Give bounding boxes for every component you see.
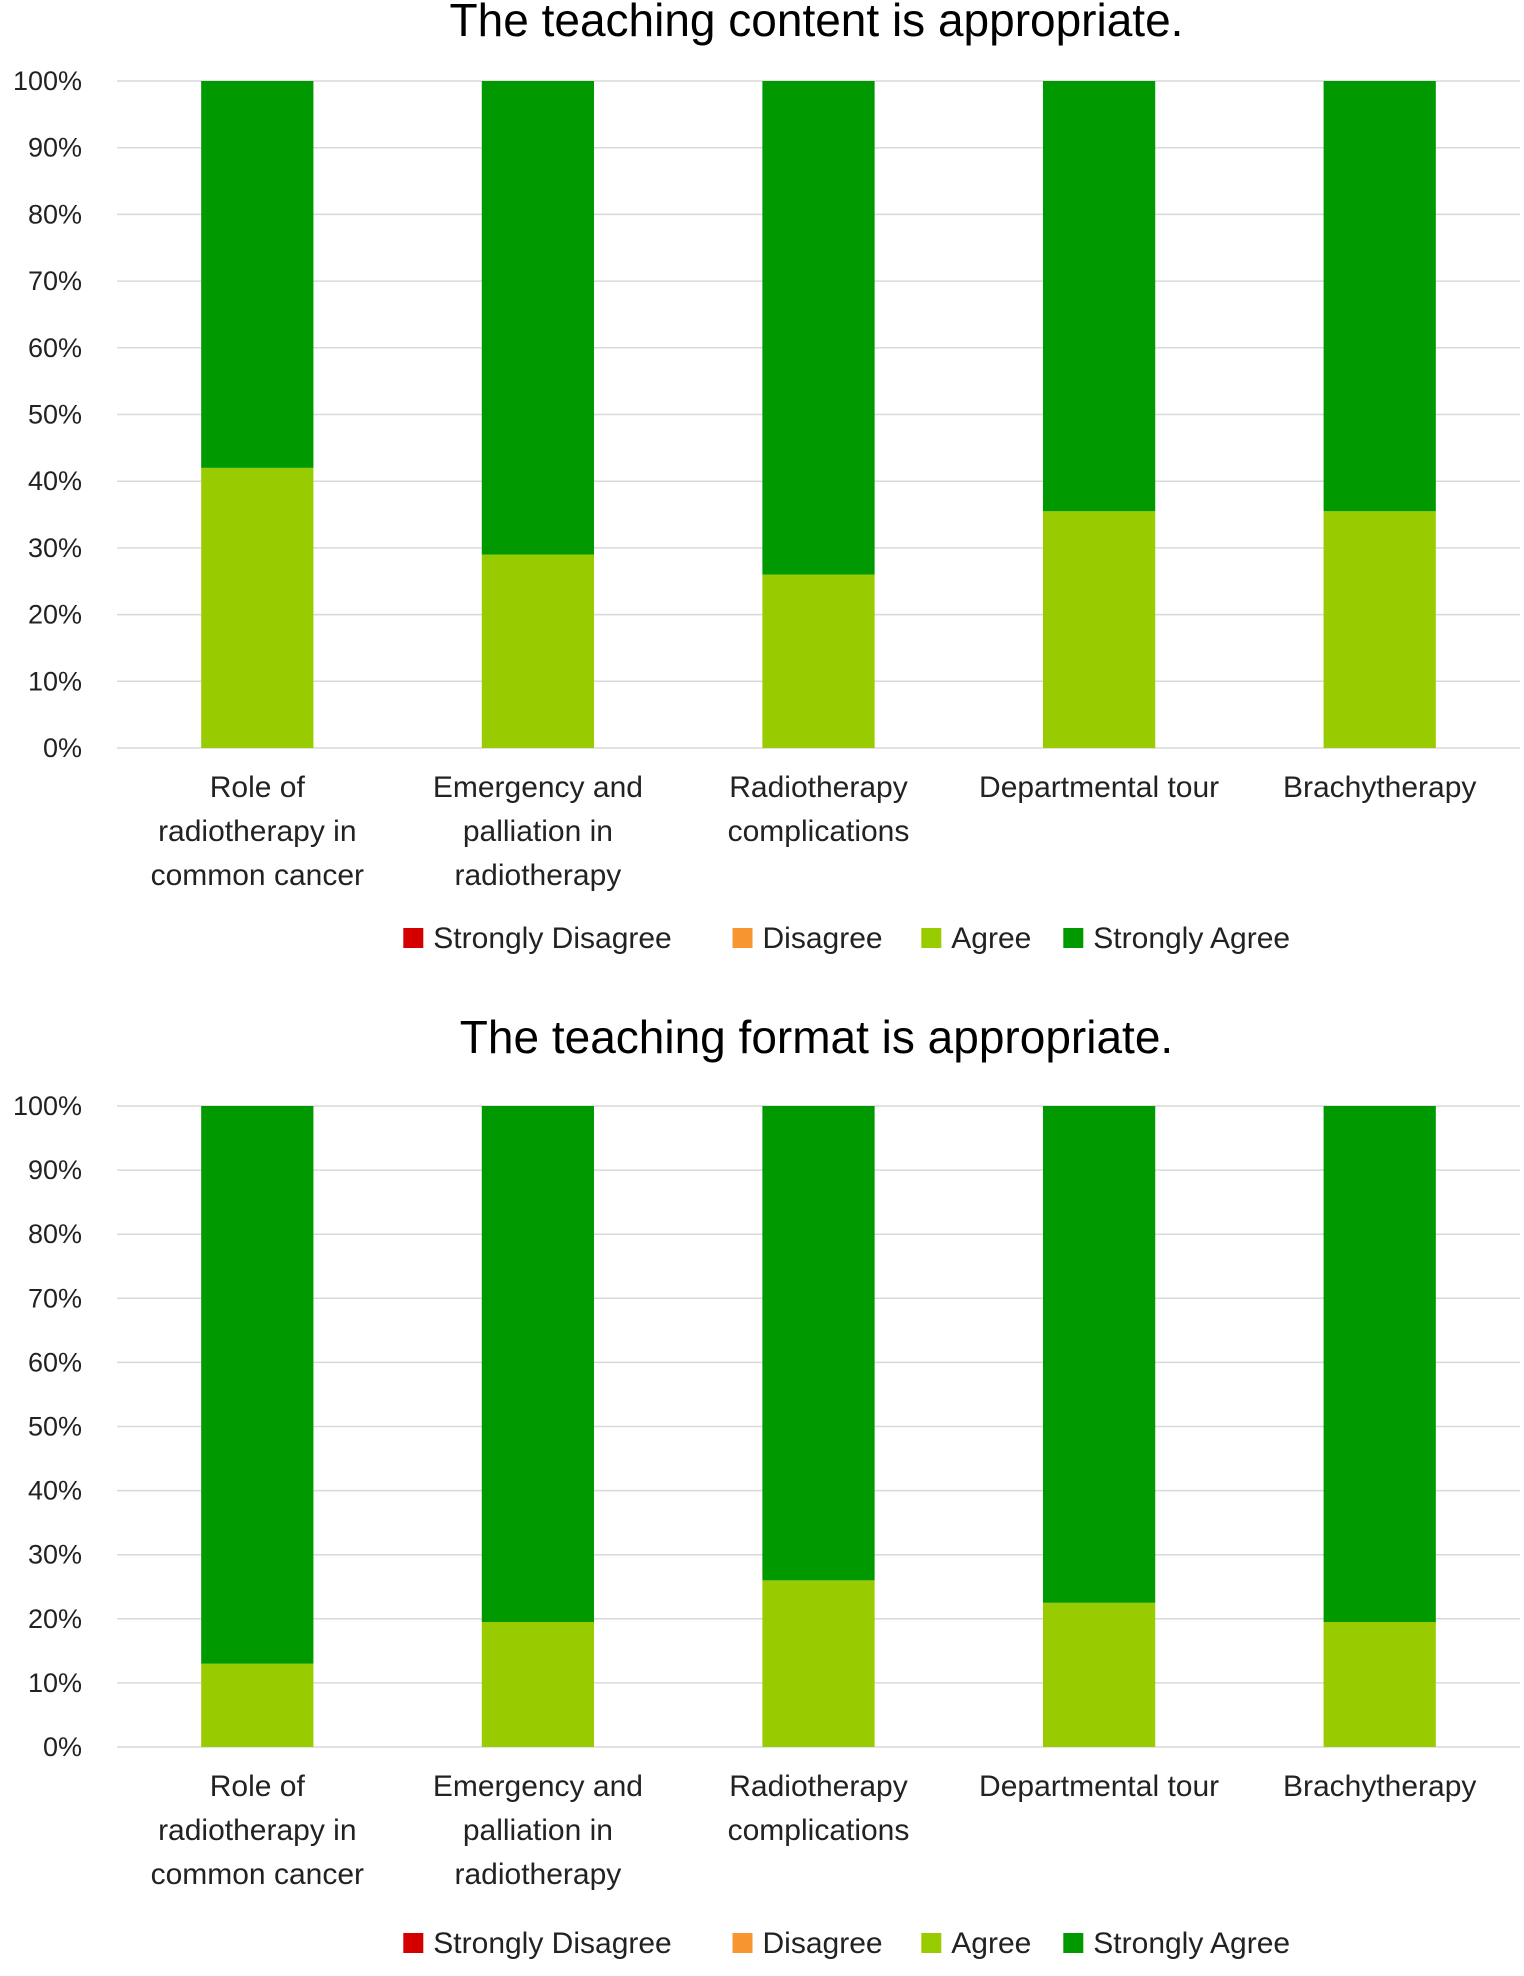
bar-agree bbox=[1323, 511, 1436, 748]
y-tick-label: 10% bbox=[28, 666, 82, 696]
legend-label: Disagree bbox=[763, 1927, 883, 1960]
legend-swatch bbox=[403, 1933, 424, 1953]
legend-label: Agree bbox=[951, 922, 1031, 955]
x-category-label: Radiotherapy bbox=[729, 1770, 907, 1803]
bar-agree bbox=[201, 467, 314, 748]
legend-item-strongly-agree: Strongly Agree bbox=[1063, 1927, 1290, 1960]
y-tick-label: 80% bbox=[28, 1219, 82, 1249]
x-category-label: Role of bbox=[210, 771, 306, 804]
x-category-label: radiotherapy bbox=[455, 1858, 622, 1891]
y-tick-label: 30% bbox=[28, 533, 82, 563]
x-category-label: Brachytherapy bbox=[1283, 771, 1476, 804]
bar-strongly-agree bbox=[1323, 1106, 1436, 1623]
y-tick-label: 20% bbox=[28, 1604, 82, 1634]
x-category-label: Role of bbox=[210, 1770, 306, 1803]
legend-label: Strongly Disagree bbox=[433, 1927, 671, 1960]
y-tick-label: 60% bbox=[28, 1347, 82, 1377]
bar-agree bbox=[1042, 511, 1156, 748]
y-tick-label: 100% bbox=[13, 66, 82, 96]
bar-strongly-agree bbox=[1042, 81, 1156, 512]
bar-strongly-agree bbox=[762, 81, 875, 575]
legend-swatch bbox=[921, 1933, 942, 1953]
x-category-label: radiotherapy in bbox=[158, 815, 356, 848]
y-tick-label: 0% bbox=[43, 1732, 82, 1762]
x-category-label: Radiotherapy bbox=[729, 771, 907, 804]
chart-teaching-content: The teaching content is appropriate. 0% 10… bbox=[0, 0, 1524, 985]
legend-label: Strongly Agree bbox=[1093, 922, 1290, 955]
legend-label: Strongly Agree bbox=[1093, 1927, 1290, 1960]
x-category-label: radiotherapy bbox=[455, 859, 622, 892]
legend-item-agree: Agree bbox=[921, 1927, 1031, 1960]
x-category-label: Departmental tour bbox=[979, 1770, 1219, 1803]
y-tick-label: 90% bbox=[28, 1155, 82, 1185]
bar-agree bbox=[481, 1622, 595, 1747]
y-tick-label: 30% bbox=[28, 1540, 82, 1570]
y-tick-label: 40% bbox=[28, 466, 82, 496]
chart-teaching-format: The teaching format is appropriate. 0% 10%… bbox=[0, 1000, 1524, 1971]
x-category-label: palliation in bbox=[463, 1814, 613, 1847]
chart-teaching-content-svg: The teaching content is appropriate. 0% 10… bbox=[13, 0, 1520, 955]
bar-strongly-agree bbox=[201, 1106, 314, 1664]
chart-title: The teaching content is appropriate. bbox=[450, 0, 1184, 46]
legend-label: Strongly Disagree bbox=[433, 922, 671, 955]
bar-strongly-agree bbox=[481, 1106, 595, 1623]
legend-swatch bbox=[1063, 1933, 1084, 1953]
y-tick-label: 20% bbox=[28, 600, 82, 630]
legend-label: Agree bbox=[951, 1927, 1031, 1960]
y-tick-label: 50% bbox=[28, 400, 82, 430]
x-category-label: complications bbox=[728, 815, 910, 848]
legend-label: Disagree bbox=[763, 922, 883, 955]
legend-item-disagree: Disagree bbox=[732, 1927, 883, 1960]
x-category-label: Emergency and bbox=[433, 771, 643, 804]
legend-swatch bbox=[732, 928, 753, 948]
x-category-label: radiotherapy in bbox=[158, 1814, 356, 1847]
bar-strongly-agree bbox=[481, 81, 595, 555]
y-tick-label: 100% bbox=[13, 1091, 82, 1121]
legend-swatch bbox=[403, 928, 424, 948]
x-category-label: common cancer bbox=[151, 1858, 364, 1891]
legend-item-strongly-agree: Strongly Agree bbox=[1063, 922, 1290, 955]
y-tick-label: 60% bbox=[28, 333, 82, 363]
legend-swatch bbox=[921, 928, 942, 948]
bar-agree bbox=[201, 1663, 314, 1747]
legend-item-strongly-disagree: Strongly Disagree bbox=[403, 1927, 672, 1960]
bar-agree bbox=[762, 1580, 875, 1747]
y-tick-label: 40% bbox=[28, 1476, 82, 1506]
x-category-label: Departmental tour bbox=[979, 771, 1219, 804]
y-tick-label: 10% bbox=[28, 1668, 82, 1698]
x-category-label: complications bbox=[728, 1814, 910, 1847]
bar-agree bbox=[1042, 1602, 1156, 1747]
bar-agree bbox=[481, 554, 595, 748]
legend-item-agree: Agree bbox=[921, 922, 1031, 955]
y-tick-label: 80% bbox=[28, 199, 82, 229]
bar-strongly-agree bbox=[762, 1106, 875, 1581]
bar-strongly-agree bbox=[1042, 1106, 1156, 1603]
bar-strongly-agree bbox=[201, 81, 314, 468]
y-tick-label: 50% bbox=[28, 1412, 82, 1442]
legend-item-strongly-disagree: Strongly Disagree bbox=[403, 922, 672, 955]
legend-swatch bbox=[1063, 928, 1084, 948]
legend-swatch bbox=[732, 1933, 753, 1953]
y-tick-label: 70% bbox=[28, 266, 82, 296]
x-category-label: palliation in bbox=[463, 815, 613, 848]
bar-agree bbox=[1323, 1622, 1436, 1747]
legend-item-disagree: Disagree bbox=[732, 922, 883, 955]
y-tick-label: 0% bbox=[43, 733, 82, 763]
x-category-label: common cancer bbox=[151, 859, 364, 892]
bar-agree bbox=[762, 574, 875, 748]
y-tick-label: 90% bbox=[28, 133, 82, 163]
y-tick-label: 70% bbox=[28, 1283, 82, 1313]
chart-title: The teaching format is appropriate. bbox=[460, 1011, 1173, 1063]
bar-strongly-agree bbox=[1323, 81, 1436, 512]
x-category-label: Brachytherapy bbox=[1283, 1770, 1476, 1803]
chart-teaching-format-svg: The teaching format is appropriate. 0% 10%… bbox=[13, 1011, 1520, 1960]
x-category-label: Emergency and bbox=[433, 1770, 643, 1803]
